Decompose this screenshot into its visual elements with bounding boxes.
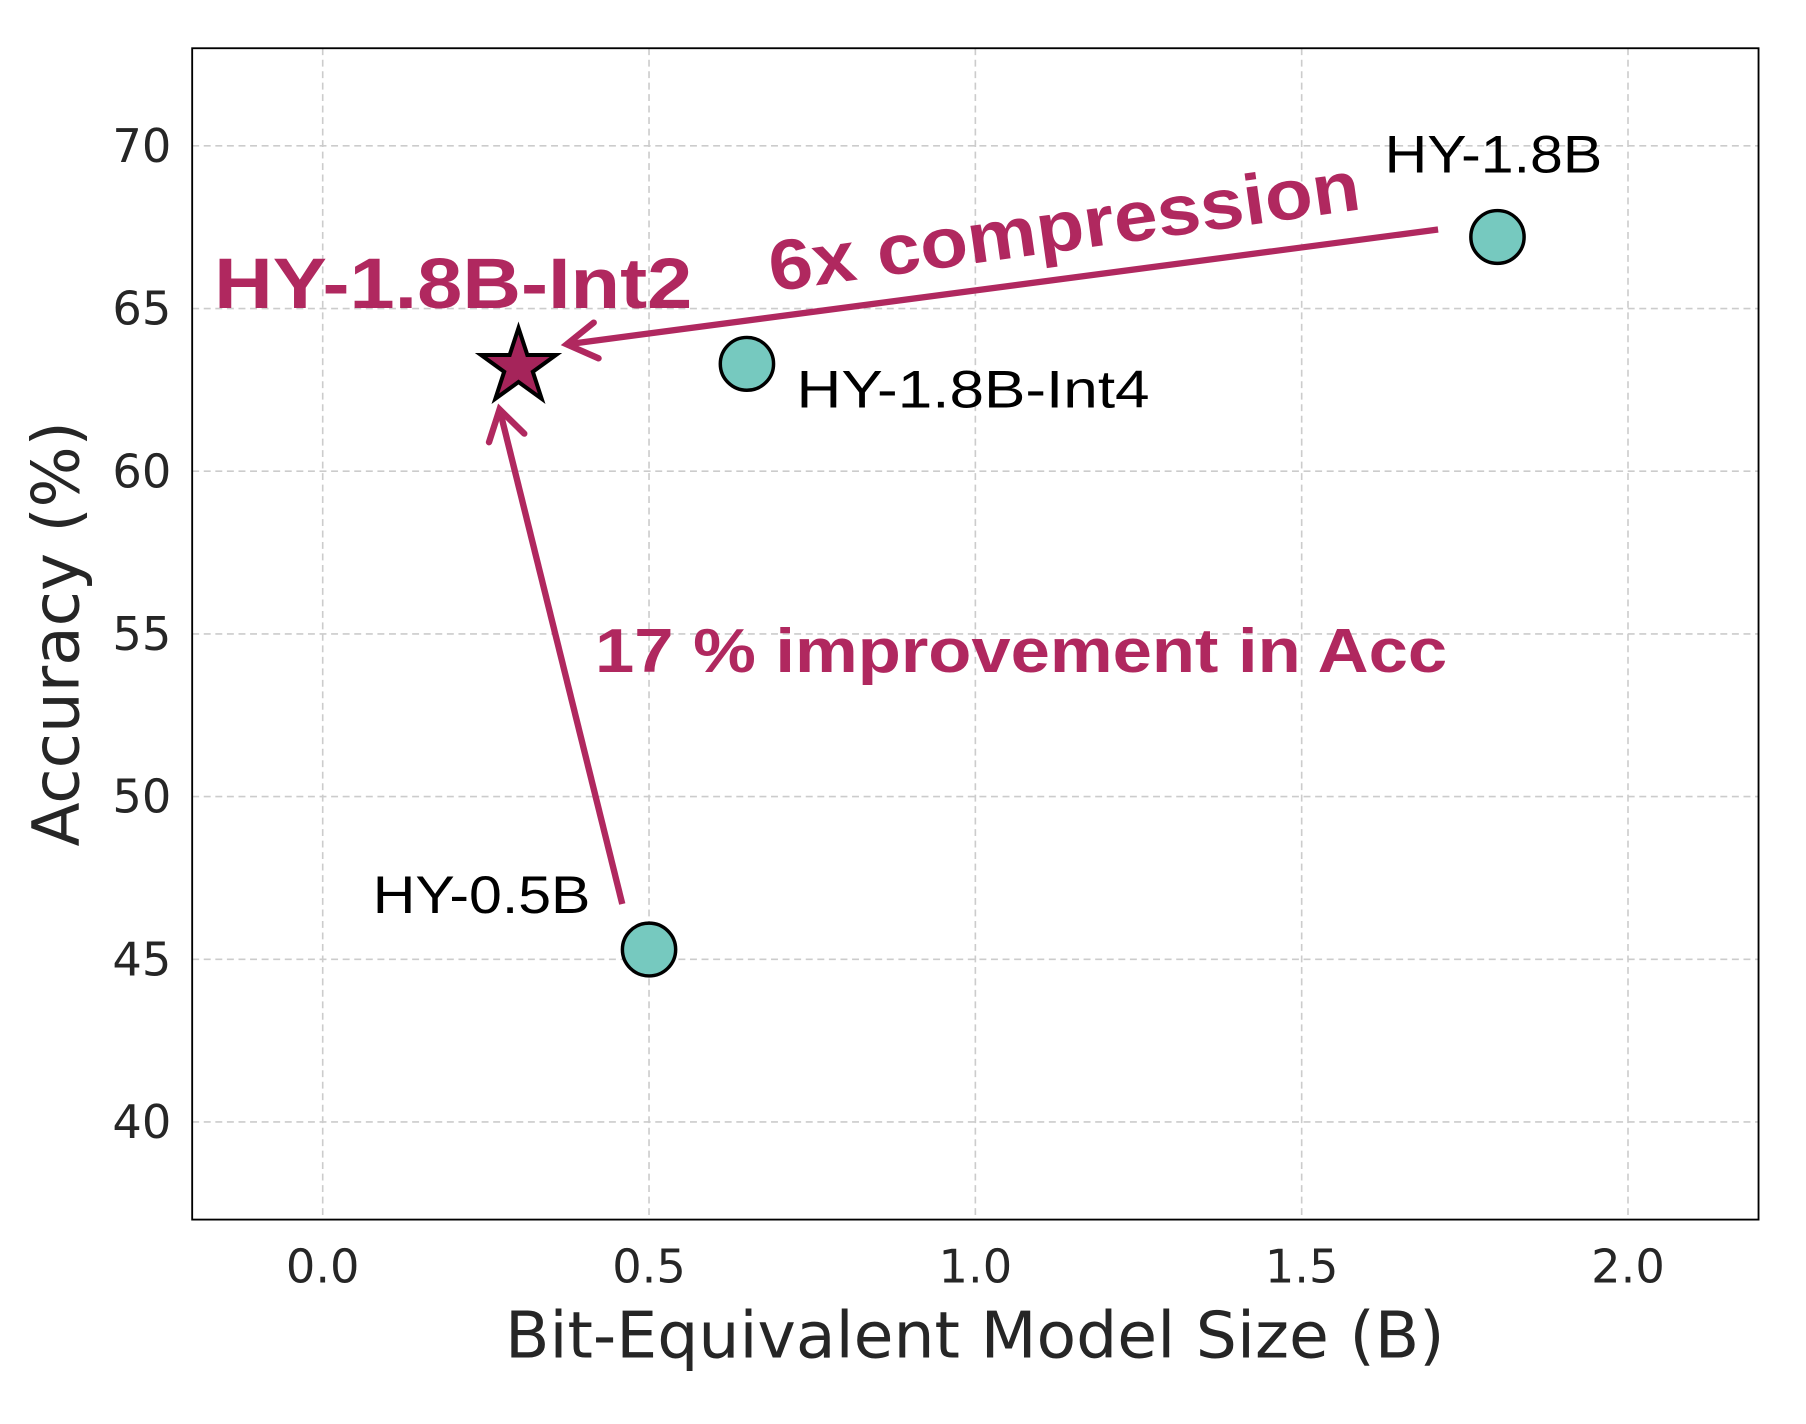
y-tick-label: 55 (112, 607, 171, 661)
x-tick-label: 0.0 (286, 1240, 360, 1294)
annotation-improvement: 17 % improvement in Acc (595, 617, 1447, 686)
annotation-arrow-head (560, 319, 602, 362)
y-tick-label: 65 (112, 282, 171, 336)
label-hy-1.8b-int2: HY-1.8B-Int2 (214, 244, 692, 324)
data-points (474, 208, 1526, 978)
y-axis-label: Accuracy (%) (19, 421, 94, 846)
label-hy-0.5b: HY-0.5B (373, 866, 591, 925)
x-axis-ticks: 0.0 0.5 1.0 1.5 2.0 (286, 1240, 1665, 1294)
circle-marker (1469, 208, 1526, 266)
x-tick-label: 1.5 (1265, 1240, 1339, 1294)
annotation-arrow-head (485, 403, 528, 446)
x-axis-label: Bit-Equivalent Model Size (B) (505, 1299, 1445, 1374)
star-marker (474, 321, 563, 404)
y-tick-label: 45 (112, 933, 171, 987)
y-tick-label: 60 (112, 444, 171, 498)
x-tick-label: 2.0 (1591, 1240, 1665, 1294)
x-tick-label: 1.0 (939, 1240, 1013, 1294)
x-tick-label: 0.5 (612, 1240, 686, 1294)
point-labels: HY-1.8B HY-1.8B-Int4 HY-0.5B HY-1.8B-Int… (214, 125, 1602, 924)
annotation-arrows (485, 226, 1439, 905)
annotation-compression: 6x compression (763, 146, 1365, 307)
y-tick-label: 50 (112, 770, 171, 824)
grid (192, 48, 1759, 1220)
label-hy-1.8b: HY-1.8B (1385, 125, 1603, 184)
annotation-arrow-line (496, 408, 626, 905)
circle-marker (718, 335, 776, 392)
plot-frame (191, 47, 1760, 1221)
annotation-arrow-line (566, 226, 1439, 348)
y-tick-label: 40 (112, 1095, 171, 1149)
y-tick-label: 70 (112, 119, 171, 173)
label-hy-1.8b-int4: HY-1.8B-Int4 (796, 361, 1149, 420)
y-axis-ticks: 40 45 50 55 60 65 70 (112, 119, 171, 1149)
circle-marker (620, 921, 678, 978)
